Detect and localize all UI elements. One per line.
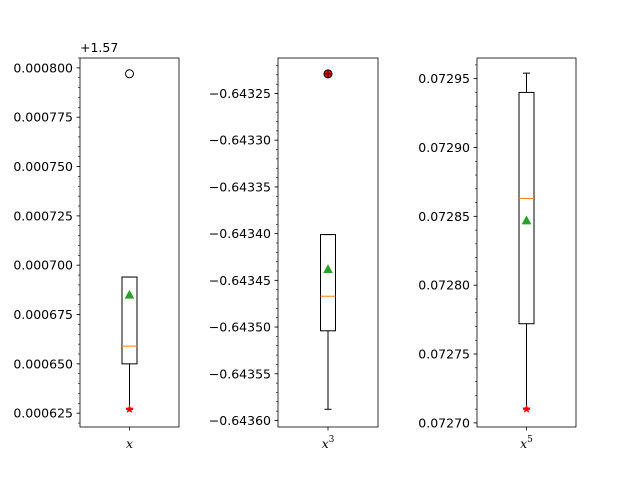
y-tick-label: −0.64325 <box>209 86 271 101</box>
mean-marker <box>124 289 135 299</box>
subplot-3: 0.07270 0.07275 0.07280 0.07285 0.07290 0.072… <box>418 57 577 451</box>
mean-marker <box>323 264 333 273</box>
y-tick-label: 0.000800 <box>13 60 73 75</box>
x-tick-label-exponent: 5 <box>527 435 533 445</box>
box-body <box>121 276 138 365</box>
y-tick-label: 0.07275 <box>418 347 470 362</box>
y-tick-label: −0.64340 <box>209 226 271 241</box>
subplot-1: 0.000625 0.000650 0.000675 0.000700 0.000725… <box>13 40 180 451</box>
y-tick-label: −0.64330 <box>209 133 271 148</box>
subplot-2: −0.64360 −0.64355 −0.64350 −0.64345 −0.64340… <box>209 57 379 451</box>
x-tick-label: x3 <box>322 435 335 451</box>
y-tick-label: 0.07280 <box>418 278 470 293</box>
min-star-marker <box>522 404 531 413</box>
min-star-marker <box>125 404 134 414</box>
y-tick-label: −0.64355 <box>209 366 271 381</box>
y-tick-label: 0.07290 <box>418 140 470 155</box>
x-tick-label: x5 <box>520 435 533 451</box>
y-tick-label: −0.64335 <box>209 179 271 194</box>
flier-marker <box>125 69 134 79</box>
x-tick-label: x <box>126 436 133 451</box>
x-tick-label-exponent: 3 <box>329 435 335 445</box>
y-tick-label: 0.000650 <box>13 356 73 371</box>
y-tick-label: 0.000750 <box>13 159 73 174</box>
y-tick-label: −0.64350 <box>209 320 271 335</box>
y-tick-label: 0.000625 <box>13 406 73 421</box>
box-body <box>320 234 336 332</box>
axis-offset-text: +1.57 <box>80 40 118 55</box>
flier-cross <box>324 69 332 78</box>
y-tick-label: 0.000700 <box>13 258 73 273</box>
y-tick-label: −0.64345 <box>209 273 271 288</box>
y-tick-label: 0.07285 <box>418 209 470 224</box>
y-tick-label: 0.07295 <box>418 71 470 86</box>
box-body <box>518 91 535 325</box>
y-tick-label: 0.000775 <box>13 110 73 125</box>
x-tick-label-base: x <box>520 436 527 451</box>
x-tick-label-base: x <box>322 436 329 451</box>
x-tick-label-base: x <box>126 436 133 451</box>
y-tick-label: −0.64360 <box>209 413 271 428</box>
mean-marker <box>521 215 532 225</box>
y-tick-label: 0.000725 <box>13 208 73 223</box>
y-tick-label: 0.000675 <box>13 307 73 322</box>
y-tick-label: 0.07270 <box>418 415 470 430</box>
